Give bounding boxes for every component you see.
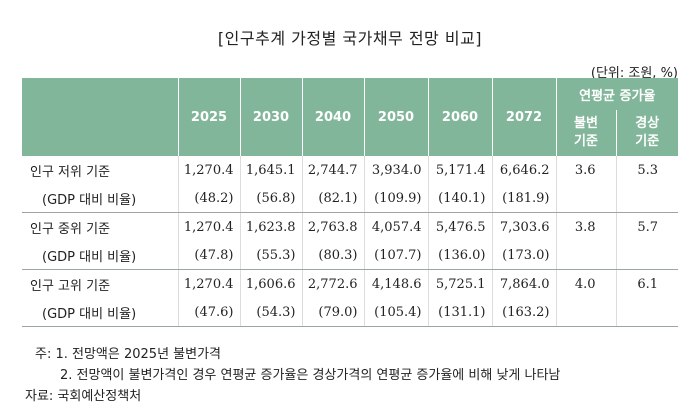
empty-cell <box>555 184 616 213</box>
table-row: (GDP 대비 비율) (47.8) (55.3) (80.3) (107.7)… <box>22 241 679 270</box>
growth-rate-header: 연평균 증가율 <box>556 78 679 110</box>
nominal-rate: 5.7 <box>615 212 679 241</box>
nominal-rate: 5.3 <box>615 156 679 184</box>
gdp-ratio: (55.3) <box>239 241 302 270</box>
year-header: 2025 <box>178 78 241 156</box>
table-title: [인구추계 가정별 국가채무 전망 비교] <box>217 29 483 48</box>
gdp-ratio: (131.1) <box>427 298 492 327</box>
gdp-ratio: (56.8) <box>239 184 302 213</box>
scenario-label: 인구 중위 기준 <box>30 221 111 237</box>
constant-rate: 3.6 <box>555 156 616 184</box>
gdp-ratio: (136.0) <box>427 241 492 270</box>
debt-value: 4,148.6 <box>363 269 428 298</box>
debt-value: 7,864.0 <box>491 269 556 298</box>
debt-value: 1,645.1 <box>239 156 302 184</box>
nominal-basis-header: 경상 기준 <box>616 110 679 156</box>
debt-projection-table: 2025 2030 2040 2050 2060 2072 연평균 증가율 불변… <box>22 78 679 327</box>
scenario-label: 인구 고위 기준 <box>30 278 111 294</box>
debt-value: 2,772.6 <box>301 269 364 298</box>
debt-value: 7,303.6 <box>491 212 556 241</box>
constant-basis-header: 불변 기준 <box>556 110 617 156</box>
gdp-ratio: (79.0) <box>301 298 364 327</box>
debt-value: 5,725.1 <box>427 269 492 298</box>
table-row: (GDP 대비 비율) (47.6) (54.3) (79.0) (105.4)… <box>22 298 679 327</box>
debt-value: 1,270.4 <box>177 269 240 298</box>
debt-value: 5,171.4 <box>427 156 492 184</box>
empty-cell <box>555 298 616 327</box>
gdp-ratio: (48.2) <box>177 184 240 213</box>
ratio-label: (GDP 대비 비율) <box>22 241 178 270</box>
debt-value: 4,057.4 <box>363 212 428 241</box>
empty-cell <box>615 298 679 327</box>
debt-value: 5,476.5 <box>427 212 492 241</box>
gdp-ratio: (47.6) <box>177 298 240 327</box>
debt-value: 1,623.8 <box>239 212 302 241</box>
footnote-1: 주: 1. 전망액은 2025년 불변가격 <box>35 347 221 362</box>
footnote-2: 2. 전망액이 불변가격인 경우 연평균 증가율은 경상가격의 연평균 증가율에… <box>60 368 561 383</box>
year-header: 2072 <box>492 78 557 156</box>
empty-cell <box>555 241 616 270</box>
table-row: 인구 저위 기준 1,270.4 1,645.1 2,744.7 3,934.0… <box>22 156 679 184</box>
year-header: 2050 <box>364 78 429 156</box>
gdp-ratio: (82.1) <box>301 184 364 213</box>
corner-header <box>22 78 179 156</box>
gdp-ratio: (107.7) <box>363 241 428 270</box>
debt-value: 1,270.4 <box>177 212 240 241</box>
year-header: 2040 <box>302 78 365 156</box>
unit-label: (단위: 조원, %) <box>590 66 678 81</box>
gdp-ratio: (181.9) <box>491 184 556 213</box>
debt-value: 1,606.6 <box>239 269 302 298</box>
constant-rate: 3.8 <box>555 212 616 241</box>
gdp-ratio: (163.2) <box>491 298 556 327</box>
empty-cell <box>615 184 679 213</box>
table-row: 인구 고위 기준 1,270.4 1,606.6 2,772.6 4,148.6… <box>22 269 679 298</box>
gdp-ratio: (105.4) <box>363 298 428 327</box>
debt-value: 2,744.7 <box>301 156 364 184</box>
gdp-ratio: (80.3) <box>301 241 364 270</box>
gdp-ratio: (47.8) <box>177 241 240 270</box>
gdp-ratio: (140.1) <box>427 184 492 213</box>
constant-rate: 4.0 <box>555 269 616 298</box>
scenario-label: 인구 저위 기준 <box>30 164 111 180</box>
table-row: 인구 중위 기준 1,270.4 1,623.8 2,763.8 4,057.4… <box>22 212 679 241</box>
empty-cell <box>615 241 679 270</box>
gdp-ratio: (54.3) <box>239 298 302 327</box>
source-note: 자료: 국회예산정책처 <box>25 389 142 404</box>
footnotes: 주: 1. 전망액은 2025년 불변가격 2. 전망액이 불변가격인 경우 연… <box>25 344 561 407</box>
gdp-ratio: (109.9) <box>363 184 428 213</box>
debt-value: 3,934.0 <box>363 156 428 184</box>
ratio-label: (GDP 대비 비율) <box>22 184 178 213</box>
gdp-ratio: (173.0) <box>491 241 556 270</box>
year-header: 2060 <box>428 78 493 156</box>
ratio-label: (GDP 대비 비율) <box>22 298 178 327</box>
table-row: (GDP 대비 비율) (48.2) (56.8) (82.1) (109.9)… <box>22 184 679 213</box>
debt-value: 1,270.4 <box>177 156 240 184</box>
nominal-rate: 6.1 <box>615 269 679 298</box>
debt-value: 6,646.2 <box>491 156 556 184</box>
year-header: 2030 <box>240 78 303 156</box>
debt-value: 2,763.8 <box>301 212 364 241</box>
